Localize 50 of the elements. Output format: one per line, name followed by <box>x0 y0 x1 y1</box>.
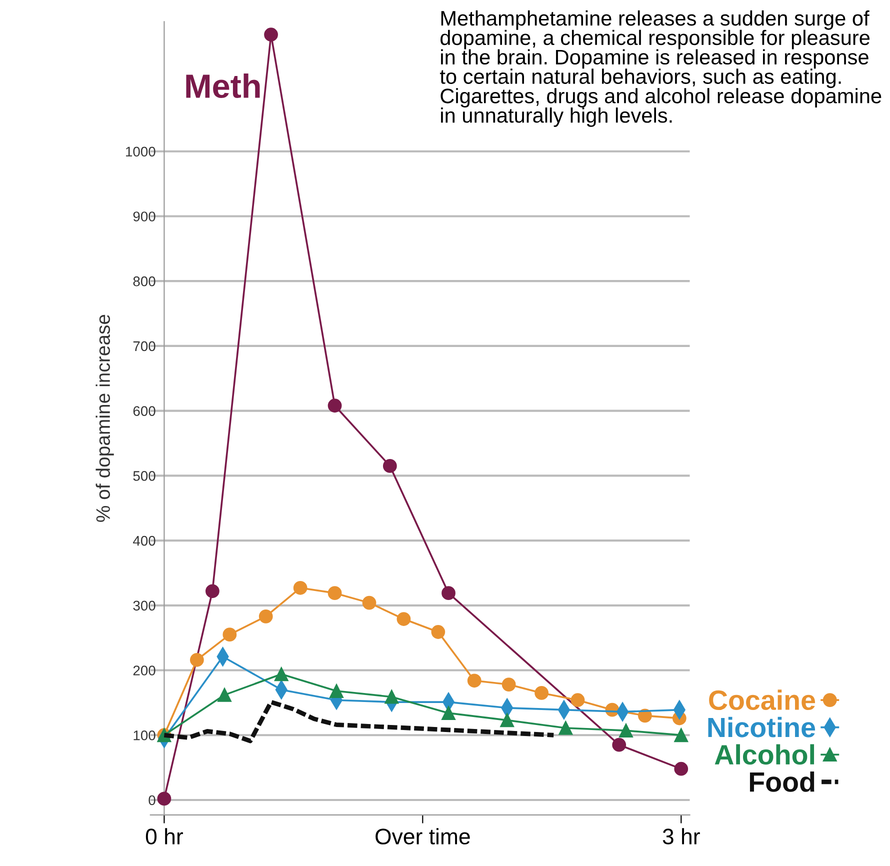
y-tick-label: 0 <box>148 795 156 806</box>
point <box>502 678 516 692</box>
point <box>570 693 585 708</box>
point <box>362 596 376 610</box>
point <box>396 612 411 626</box>
y-tick-label: 1000 <box>126 146 156 157</box>
point <box>222 628 237 642</box>
point <box>674 728 688 742</box>
point <box>328 398 342 413</box>
y-tick-label: 800 <box>133 276 156 286</box>
y-tick-label: 400 <box>133 536 156 546</box>
point <box>619 724 633 738</box>
y-tick-label: 900 <box>133 212 156 222</box>
point <box>190 652 204 667</box>
legend-label: Food <box>750 771 814 792</box>
annotation: Methamphetamine releases a sudden surge of dopamine, a chemical responsible for pleasure in the brain. Dopamine is released in response to certain natural behaviors, such as eating. Cigarettes, drugs and alcohol release dopamine in unnaturally high levels. <box>440 10 882 127</box>
point <box>500 713 514 728</box>
point <box>674 762 688 776</box>
point <box>558 721 573 735</box>
point <box>258 609 273 624</box>
y-axis-title: % of dopamine increase <box>96 314 114 522</box>
legend-label: Nicotine <box>708 716 816 738</box>
x-tick-label: 3 hr <box>662 828 700 844</box>
point <box>534 686 549 700</box>
point <box>264 28 278 42</box>
point <box>293 580 308 595</box>
point <box>467 674 482 688</box>
legend-label: Cocaine <box>709 690 816 710</box>
y-tick-label: 200 <box>133 666 156 676</box>
point <box>384 690 399 704</box>
y-tick-label: 100 <box>134 730 156 740</box>
point <box>218 688 232 702</box>
x-tick-label: 0 hr <box>146 828 183 844</box>
point <box>382 459 397 473</box>
point <box>431 625 446 639</box>
point <box>328 586 342 600</box>
series-label: Meth <box>186 74 260 98</box>
point <box>442 586 456 600</box>
point <box>274 667 288 682</box>
point <box>442 706 456 720</box>
point <box>330 684 344 698</box>
y-tick-label: 300 <box>133 600 156 611</box>
point <box>612 738 626 752</box>
x-tick-label: Over time <box>376 828 470 844</box>
legend-label: Alcohol <box>714 744 814 765</box>
y-tick-label: 500 <box>133 471 156 481</box>
point <box>157 792 172 806</box>
y-tick-label: 700 <box>133 341 156 352</box>
y-tick-label: 600 <box>133 406 156 416</box>
point <box>206 584 220 598</box>
